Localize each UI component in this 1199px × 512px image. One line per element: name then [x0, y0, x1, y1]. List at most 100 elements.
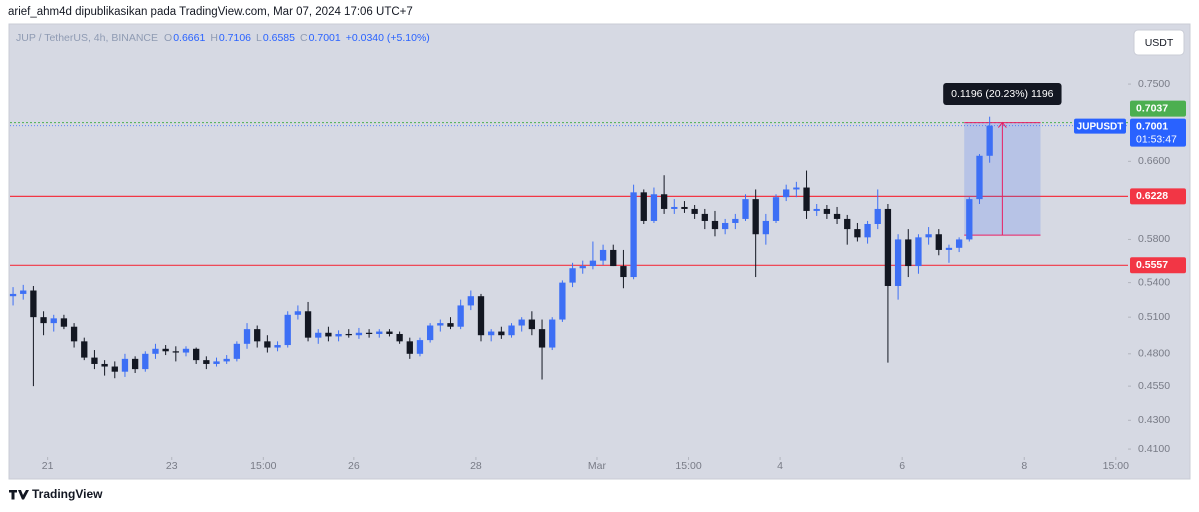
x-tick-label: Mar: [588, 460, 607, 472]
candle-body: [467, 296, 474, 306]
level-badge-bg: [1130, 188, 1186, 205]
candle-body: [732, 218, 739, 223]
candle-body: [386, 331, 393, 334]
candle-body: [793, 187, 800, 190]
candle-body: [528, 319, 536, 330]
candle-body: [691, 208, 698, 214]
candle-body: [406, 341, 413, 354]
legend-value: 0.6661: [173, 32, 205, 44]
candle-body: [131, 358, 139, 370]
measure-arrowhead: [997, 121, 1007, 128]
candle-body: [30, 290, 37, 318]
candle-body: [508, 325, 515, 336]
y-tick-label: 0.5800: [1138, 233, 1170, 245]
candle-body: [294, 311, 302, 315]
candle-body: [620, 266, 627, 278]
candle-body: [986, 125, 993, 156]
candle-body: [772, 197, 780, 221]
x-tick-label: 4: [777, 460, 783, 472]
high-badge-bg: [1130, 100, 1186, 117]
candle-body: [925, 234, 932, 238]
candle-body: [660, 194, 668, 209]
candle-body: [569, 268, 576, 283]
candle-body: [498, 331, 505, 336]
candle-body: [182, 348, 190, 353]
candle-body: [264, 341, 271, 348]
candle-body: [121, 358, 129, 372]
candle-body: [20, 290, 27, 294]
candle-body: [518, 319, 525, 326]
candle-body: [610, 249, 617, 267]
candle-body: [142, 353, 149, 370]
candle-body: [243, 329, 251, 344]
y-tick-label: 0.4300: [1138, 414, 1170, 426]
candle-body: [864, 223, 871, 238]
candle-body: [254, 329, 261, 342]
x-tick-label: 26: [348, 460, 360, 472]
candle-body: [274, 345, 281, 348]
candle-body: [111, 366, 118, 372]
x-tick-label: 8: [1021, 460, 1027, 472]
candle-body: [630, 192, 637, 278]
y-tick-label: 0.7500: [1138, 78, 1170, 90]
candle-body: [711, 220, 719, 230]
candle-body: [376, 331, 383, 334]
candle-body: [488, 331, 495, 336]
candle-body: [671, 206, 678, 209]
candle-body: [549, 319, 556, 348]
candle-body: [335, 333, 342, 337]
candle-body: [9, 293, 17, 297]
high-badge: 0.7037: [1136, 102, 1168, 114]
level-badge: 0.6228: [1136, 190, 1168, 202]
legend-key: C: [300, 32, 308, 44]
last-price-badge: 0.7001: [1136, 120, 1168, 132]
candle-body: [365, 332, 373, 334]
measure-label-bg: [943, 83, 1062, 105]
x-tick-label: 6: [899, 460, 905, 472]
last-price-badge-bg: [1130, 118, 1186, 147]
y-tick-label: 0.5400: [1138, 276, 1170, 288]
candle-body: [437, 323, 444, 326]
x-tick-label: 23: [166, 460, 178, 472]
candle-body: [762, 220, 769, 235]
measure-label: 0.1196 (20.23%) 1196: [951, 88, 1054, 100]
candle-body: [40, 317, 47, 324]
candle-body: [823, 208, 831, 214]
candle-body: [559, 282, 566, 320]
x-tick-label: 15:00: [1103, 460, 1129, 472]
brand-name: TradingView: [32, 487, 103, 501]
y-tick-label: 0.4100: [1138, 443, 1170, 455]
candle-body: [193, 348, 200, 361]
candle-body: [905, 239, 912, 267]
ticker-badge: JUPUSDT: [1077, 121, 1124, 132]
candle-body: [589, 260, 597, 267]
candle-body: [284, 314, 291, 346]
y-tick-label: 0.5100: [1138, 311, 1170, 323]
candle-body: [213, 361, 220, 364]
candle-body: [935, 234, 942, 250]
x-tick-label: 15:00: [675, 460, 701, 472]
candle-body: [945, 247, 953, 250]
legend-key: H: [210, 32, 218, 44]
candle-body: [884, 208, 892, 286]
candle-body: [101, 363, 108, 367]
candle-body: [579, 266, 586, 269]
legend-key: L: [256, 32, 262, 44]
measure-label-group: 0.1196 (20.23%) 1196: [943, 83, 1062, 105]
candle-body: [854, 229, 861, 238]
currency-label[interactable]: USDT: [1145, 37, 1174, 49]
candle-body: [813, 208, 820, 211]
level-badge: 0.5557: [1136, 259, 1168, 271]
candle-body: [172, 351, 179, 353]
brand-logo: [9, 490, 29, 500]
candle-body: [70, 326, 78, 342]
candle-body: [874, 208, 881, 224]
y-tick-label: 0.4550: [1138, 380, 1170, 392]
countdown: 01:53:47: [1136, 133, 1177, 145]
legend-change: +0.0340 (+5.10%): [346, 32, 430, 44]
currency-button[interactable]: [1133, 29, 1185, 56]
candle-body: [477, 296, 485, 336]
candle-body: [844, 218, 851, 230]
level-badge-bg: [1130, 257, 1186, 274]
